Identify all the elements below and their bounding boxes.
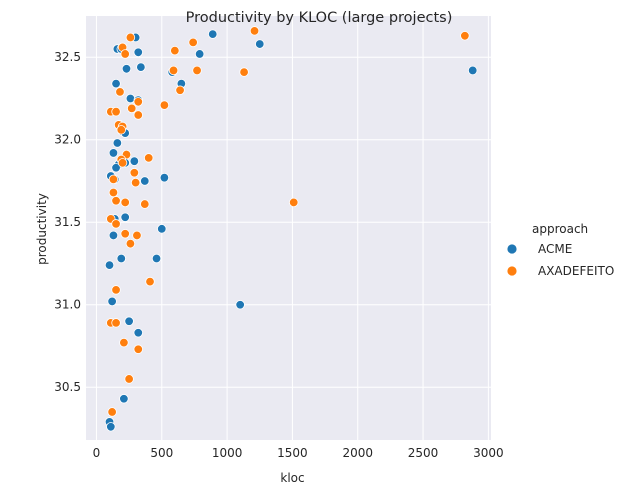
legend-marker-axadefeito bbox=[506, 265, 518, 277]
data-point-acme bbox=[235, 300, 245, 310]
data-point-axadefeito bbox=[249, 26, 260, 36]
data-point-acme bbox=[159, 172, 170, 183]
x-axis-label: kloc bbox=[280, 471, 304, 485]
data-point-axadefeito bbox=[133, 344, 143, 354]
chart-title: Productivity by KLOC (large projects) bbox=[186, 10, 453, 26]
data-point-axadefeito bbox=[108, 174, 119, 185]
data-point-acme bbox=[129, 156, 140, 166]
x-tick-label: 1000 bbox=[212, 446, 243, 460]
y-tick-label: 30.5 bbox=[54, 380, 81, 394]
data-point-axadefeito bbox=[145, 276, 155, 287]
data-point-axadefeito bbox=[111, 219, 121, 229]
x-tick-label: 2000 bbox=[342, 446, 373, 460]
data-point-axadefeito bbox=[140, 199, 150, 209]
legend-title: approach bbox=[532, 222, 588, 236]
data-point-axadefeito bbox=[119, 337, 129, 348]
data-point-axadefeito bbox=[111, 318, 121, 328]
data-point-acme bbox=[112, 138, 123, 148]
data-point-axadefeito bbox=[130, 177, 141, 188]
data-point-axadefeito bbox=[133, 110, 143, 120]
x-tick-label: 1500 bbox=[277, 446, 308, 460]
x-tick-label: 0 bbox=[93, 446, 101, 460]
data-point-acme bbox=[107, 296, 117, 307]
y-tick-label: 31.5 bbox=[54, 215, 81, 229]
x-tick-label: 500 bbox=[150, 446, 173, 460]
x-tick-labels: 0 500 1000 1500 2000 2500 3000 bbox=[93, 446, 504, 460]
plot-area bbox=[86, 16, 491, 440]
data-point-acme bbox=[133, 47, 143, 57]
data-point-acme bbox=[468, 65, 478, 76]
data-point-acme bbox=[133, 328, 143, 338]
data-point-acme bbox=[106, 422, 116, 432]
data-point-axadefeito bbox=[117, 158, 128, 168]
data-point-axadefeito bbox=[188, 37, 198, 48]
data-point-axadefeito bbox=[111, 285, 121, 295]
data-point-axadefeito bbox=[120, 229, 130, 239]
data-point-axadefeito bbox=[120, 49, 130, 59]
data-point-acme bbox=[136, 62, 146, 72]
data-point-axadefeito bbox=[133, 97, 143, 107]
x-tick-label: 2500 bbox=[408, 446, 439, 460]
data-point-axadefeito bbox=[127, 103, 137, 114]
data-point-acme bbox=[194, 49, 205, 59]
data-point-axadefeito bbox=[125, 32, 136, 43]
data-point-axadefeito bbox=[170, 45, 180, 56]
x-tick-label: 3000 bbox=[473, 446, 504, 460]
data-point-axadefeito bbox=[125, 238, 136, 249]
data-point-acme bbox=[111, 163, 121, 173]
data-point-acme bbox=[140, 176, 150, 186]
data-point-acme bbox=[157, 224, 167, 234]
data-point-acme bbox=[120, 212, 130, 222]
data-point-acme bbox=[116, 253, 126, 264]
data-point-acme bbox=[255, 39, 265, 49]
y-axis-label: productivity bbox=[35, 193, 49, 265]
data-point-axadefeito bbox=[116, 125, 126, 135]
data-point-acme bbox=[124, 316, 134, 326]
legend: approach ACME AXADEFEITO bbox=[506, 222, 614, 278]
legend-label-axadefeito: AXADEFEITO bbox=[538, 264, 614, 278]
y-tick-label: 32.5 bbox=[54, 50, 81, 64]
legend-marker-acme bbox=[506, 243, 518, 255]
data-point-acme bbox=[208, 29, 218, 39]
data-point-acme bbox=[108, 148, 119, 158]
data-point-axadefeito bbox=[129, 168, 140, 178]
data-point-axadefeito bbox=[115, 87, 125, 97]
data-point-acme bbox=[125, 93, 136, 104]
data-point-axadefeito bbox=[175, 85, 185, 95]
data-point-axadefeito bbox=[107, 407, 117, 417]
data-point-axadefeito bbox=[192, 65, 202, 76]
data-points bbox=[104, 26, 478, 432]
data-point-acme bbox=[119, 394, 129, 404]
y-tick-label: 31.0 bbox=[54, 298, 81, 312]
data-point-acme bbox=[121, 64, 132, 74]
data-point-axadefeito bbox=[159, 100, 170, 110]
data-point-axadefeito bbox=[108, 187, 119, 198]
data-point-axadefeito bbox=[239, 67, 249, 77]
data-point-axadefeito bbox=[132, 230, 142, 241]
data-point-acme bbox=[111, 78, 121, 89]
data-point-axadefeito bbox=[144, 153, 154, 163]
data-point-acme bbox=[104, 260, 115, 270]
data-point-axadefeito bbox=[460, 31, 470, 41]
legend-label-acme: ACME bbox=[538, 242, 572, 256]
data-point-axadefeito bbox=[120, 197, 130, 208]
data-point-axadefeito bbox=[111, 106, 121, 117]
data-point-axadefeito bbox=[124, 374, 134, 384]
grid bbox=[86, 16, 491, 440]
y-tick-label: 32.0 bbox=[54, 133, 81, 147]
data-point-axadefeito bbox=[168, 65, 179, 76]
data-point-acme bbox=[151, 253, 162, 264]
data-point-acme bbox=[108, 230, 119, 241]
data-point-axadefeito bbox=[111, 196, 121, 206]
y-tick-labels: 30.5 31.0 31.5 32.0 32.5 bbox=[54, 50, 81, 394]
data-point-axadefeito bbox=[289, 197, 299, 208]
